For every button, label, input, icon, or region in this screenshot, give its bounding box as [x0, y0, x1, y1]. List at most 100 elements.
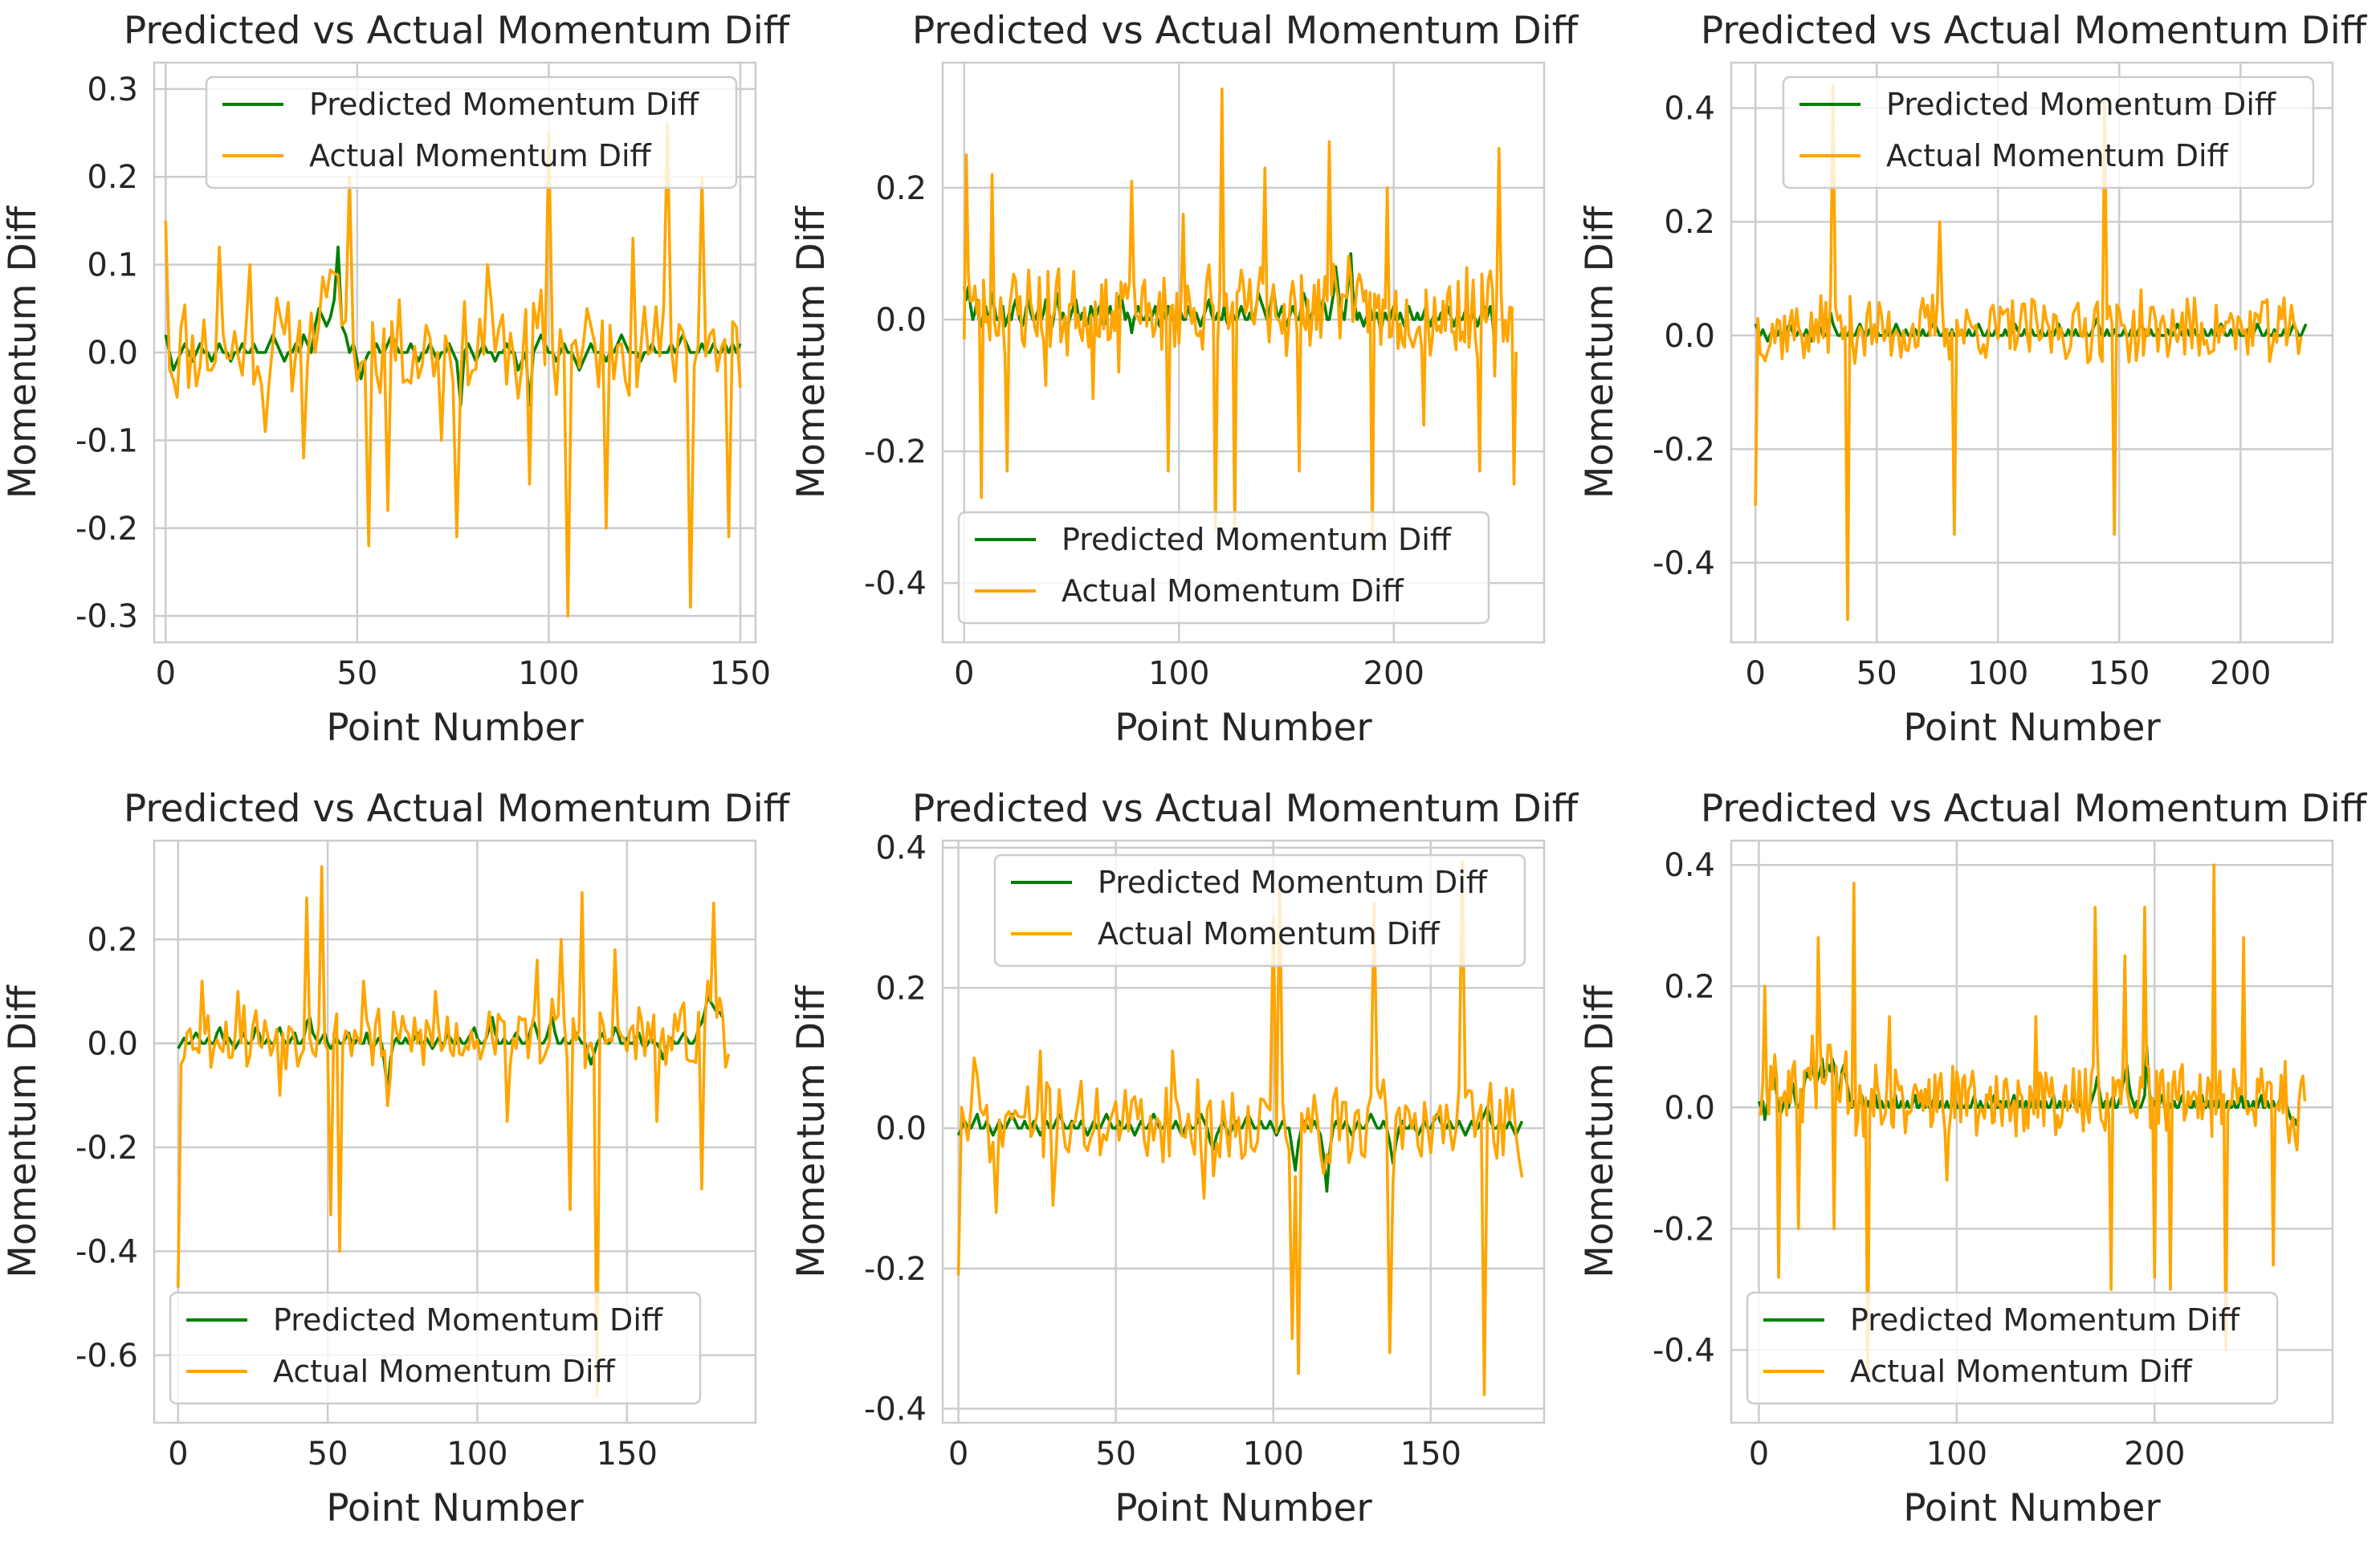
x-tick-label: 0: [168, 1436, 188, 1473]
x-tick-label: 0: [1745, 655, 1765, 692]
x-tick-label: 150: [1400, 1436, 1461, 1473]
chart-title: Predicted vs Actual Momentum Diff: [124, 787, 791, 831]
chart-title: Predicted vs Actual Momentum Diff: [912, 9, 1579, 53]
y-tick-label: 0.0: [87, 335, 138, 372]
legend-label-actual: Actual Momentum Diff: [273, 1354, 616, 1389]
y-axis-label: Momentum Diff: [789, 984, 833, 1278]
x-tick-label: 150: [710, 655, 771, 692]
y-tick-label: -0.2: [864, 434, 927, 471]
legend: Predicted Momentum Diff Actual Momentum D…: [169, 1291, 702, 1405]
x-axis-label: Point Number: [1903, 1486, 2161, 1530]
y-tick-label: -0.4: [1653, 545, 1715, 582]
y-tick-label: 0.0: [1664, 1090, 1715, 1126]
y-axis-label: Momentum Diff: [1, 984, 45, 1278]
legend-box: [957, 511, 1490, 625]
axes-frame: [1730, 839, 2334, 1424]
chart-panel-1: 0 50 100 150 -0.3 -0.2 -0.1 0.0 0.1 0.2 0.3 Predict…: [1, 9, 791, 750]
chart-panel-6: 0 100 200 -0.4 -0.2 0.0 0.2 0.4 Predicted vs Act…: [1578, 787, 2368, 1530]
legend-box: [205, 75, 738, 189]
legend-label-predicted: Predicted Momentum Diff: [273, 1302, 663, 1338]
y-axis-label: Momentum Diff: [1578, 205, 1622, 499]
y-tick-label: 0.0: [875, 302, 927, 339]
legend-box: [169, 1291, 702, 1405]
y-tick-label: -0.1: [75, 422, 138, 459]
y-tick-label: -0.2: [864, 1251, 927, 1288]
y-tick-label: 0.4: [1664, 91, 1715, 128]
axes-frame: [153, 839, 757, 1424]
y-tick-label: 0.1: [87, 247, 138, 284]
y-tick-label: -0.4: [864, 1391, 927, 1428]
axes-frame: [941, 839, 1546, 1424]
chart-title: Predicted vs Actual Momentum Diff: [1701, 787, 2368, 831]
y-tick-label: -0.4: [864, 565, 927, 602]
y-axis-label: Momentum Diff: [1, 205, 45, 499]
y-tick-label: -0.2: [1653, 431, 1715, 468]
x-axis-label: Point Number: [1903, 706, 2161, 750]
actual-series-line: [1754, 84, 2303, 621]
legend: Predicted Momentum Diff Actual Momentum D…: [205, 75, 738, 189]
y-tick-label: -0.2: [75, 511, 138, 548]
legend-box: [993, 853, 1526, 968]
y-tick-label: 0.2: [87, 922, 138, 959]
y-tick-label: -0.2: [75, 1130, 138, 1167]
x-tick-label: 200: [2124, 1436, 2185, 1473]
legend-label-predicted: Predicted Momentum Diff: [1098, 865, 1488, 900]
y-tick-label: 0.2: [87, 159, 138, 196]
x-tick-label: 0: [948, 1436, 968, 1473]
legend-label-predicted: Predicted Momentum Diff: [1850, 1302, 2240, 1338]
x-axis-label: Point Number: [326, 706, 584, 750]
x-tick-label: 50: [1856, 655, 1897, 692]
legend-label-predicted: Predicted Momentum Diff: [1886, 87, 2276, 122]
y-tick-label: 0.2: [1664, 968, 1715, 1005]
actual-series-line: [164, 122, 742, 617]
axes-frame: [941, 61, 1546, 644]
y-tick-label: -0.6: [75, 1338, 138, 1375]
x-tick-label: 200: [2210, 655, 2271, 692]
x-tick-label: 100: [1967, 655, 2028, 692]
chart-panel-4: 0 50 100 150 -0.6 -0.4 -0.2 0.0 0.2 Predicted vs …: [1, 787, 791, 1530]
x-tick-label: 100: [518, 655, 579, 692]
y-tick-label: 0.3: [87, 71, 138, 108]
legend-box: [1746, 1291, 2279, 1405]
chart-title: Predicted vs Actual Momentum Diff: [124, 9, 791, 53]
legend-label-actual: Actual Momentum Diff: [1850, 1354, 2193, 1389]
actual-series-line: [1758, 863, 2307, 1382]
predicted-series-line: [164, 245, 742, 407]
y-axis-label: Momentum Diff: [789, 205, 833, 499]
actual-series-line: [963, 88, 1518, 552]
chart-panel-3: 0 50 100 150 200 -0.4 -0.2 0.0 0.2 0.4 Predicted v…: [1578, 9, 2368, 750]
legend: Predicted Momentum Diff Actual Momentum D…: [957, 511, 1490, 625]
x-tick-label: 0: [954, 655, 974, 692]
legend: Predicted Momentum Diff Actual Momentum D…: [1782, 75, 2315, 189]
x-axis-label: Point Number: [326, 1486, 584, 1530]
y-tick-label: -0.4: [1653, 1332, 1715, 1369]
x-tick-label: 50: [308, 1436, 348, 1473]
y-tick-label: 0.0: [875, 1110, 927, 1147]
legend: Predicted Momentum Diff Actual Momentum D…: [993, 853, 1526, 968]
axes-frame: [153, 61, 757, 644]
legend-label-actual: Actual Momentum Diff: [1886, 138, 2229, 173]
legend-label-predicted: Predicted Momentum Diff: [1062, 522, 1452, 557]
legend-box: [1782, 75, 2315, 189]
x-tick-label: 0: [1749, 1436, 1769, 1473]
x-tick-label: 100: [1926, 1436, 1987, 1473]
x-tick-label: 150: [597, 1436, 658, 1473]
y-tick-label: -0.2: [1653, 1211, 1715, 1248]
x-tick-label: 200: [1363, 655, 1424, 692]
legend-label-actual: Actual Momentum Diff: [1098, 916, 1441, 951]
x-tick-label: 0: [156, 655, 176, 692]
y-tick-label: 0.2: [875, 970, 927, 1007]
chart-title: Predicted vs Actual Momentum Diff: [912, 787, 1579, 831]
chart-panel-2: 0 100 200 -0.4 -0.2 0.0 0.2 Predicted vs Actual…: [789, 9, 1579, 750]
actual-series-line: [177, 865, 731, 1399]
y-tick-label: 0.4: [1664, 847, 1715, 884]
x-tick-label: 100: [446, 1436, 507, 1473]
legend-label-actual: Actual Momentum Diff: [309, 138, 652, 173]
y-tick-label: 0.0: [87, 1025, 138, 1062]
legend: Predicted Momentum Diff Actual Momentum D…: [1746, 1291, 2279, 1405]
x-tick-label: 50: [1095, 1436, 1136, 1473]
x-tick-label: 150: [2089, 655, 2150, 692]
y-tick-label: 0.0: [1664, 318, 1715, 355]
